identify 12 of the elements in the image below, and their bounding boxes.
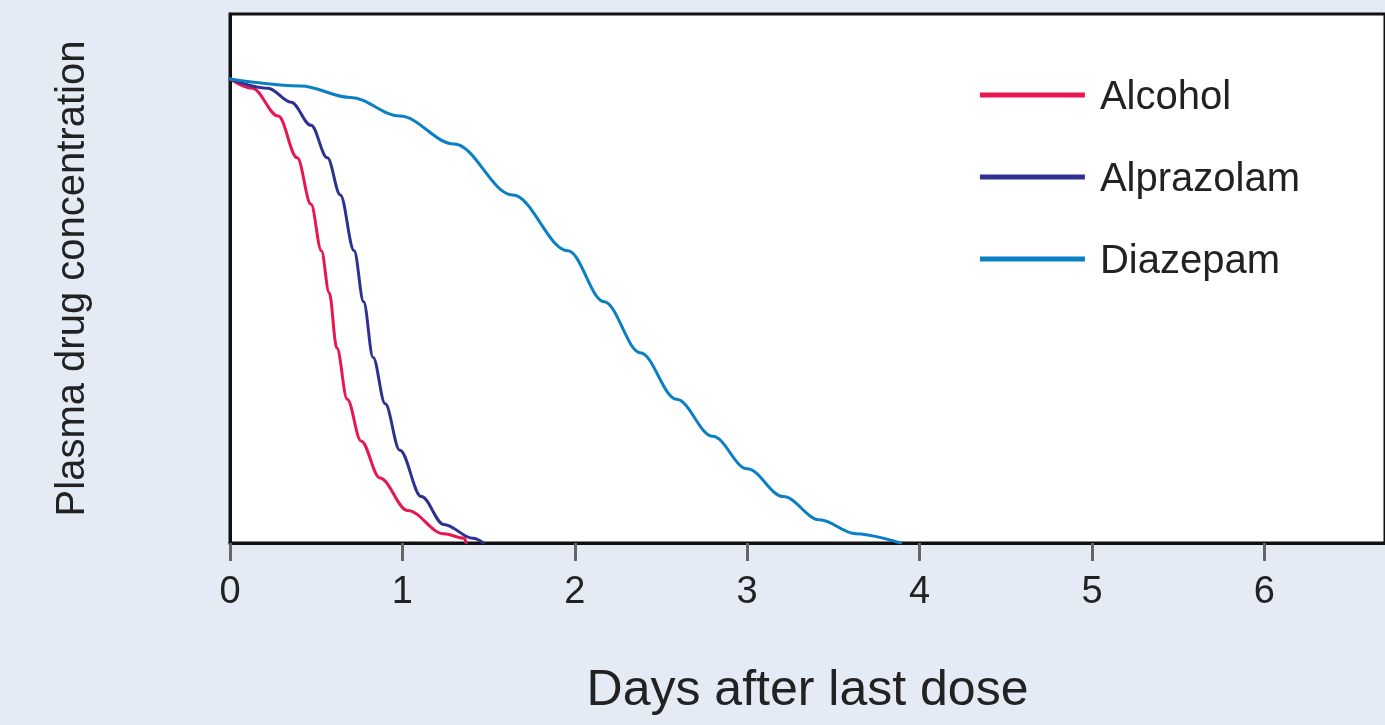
x-tick-label: 6: [1253, 569, 1275, 611]
x-tick-label: 4: [908, 569, 931, 611]
x-axis-title: Days after last dose: [586, 660, 1029, 716]
legend-label: Alcohol: [1099, 73, 1232, 117]
legend-label: Diazepam: [1099, 237, 1280, 281]
legend-label: Alprazolam: [1099, 155, 1300, 199]
x-tick-label: 3: [736, 569, 758, 611]
x-tick-label: 5: [1081, 569, 1103, 611]
x-tick-label: 2: [564, 569, 586, 611]
x-tick-label: 1: [391, 569, 413, 611]
x-tick-label: 0: [219, 569, 241, 611]
y-axis-title: Plasma drug concentration: [48, 40, 92, 517]
